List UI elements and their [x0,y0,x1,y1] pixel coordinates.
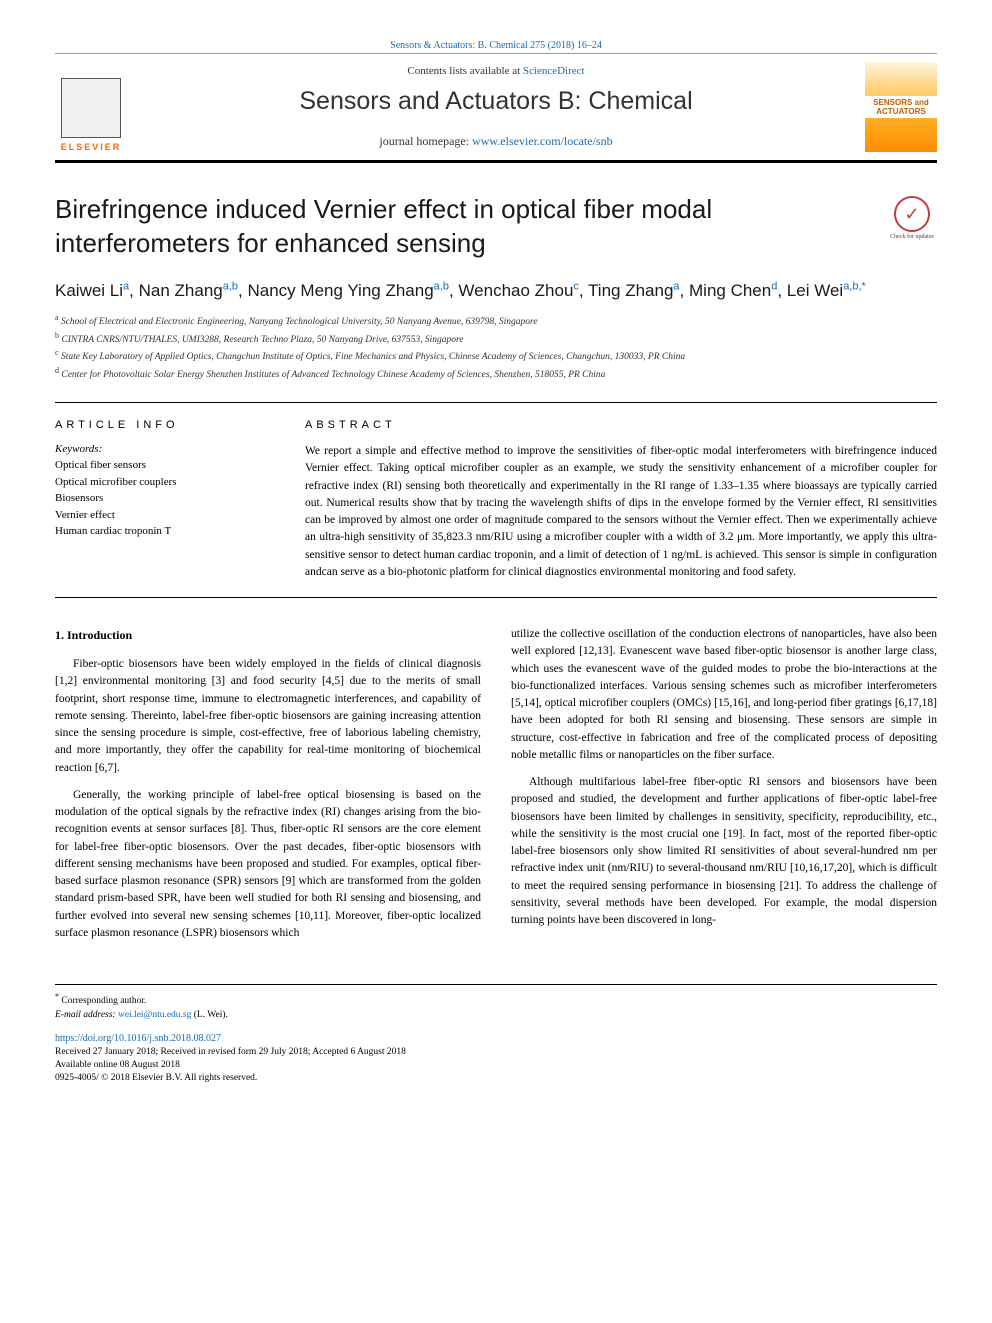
sciencedirect-link[interactable]: ScienceDirect [523,65,585,77]
homepage-link[interactable]: www.elsevier.com/locate/snb [472,134,613,148]
body-paragraph: utilize the collective oscillation of th… [511,626,937,764]
homepage-line: journal homepage: www.elsevier.com/locat… [127,134,865,149]
doi-link[interactable]: https://doi.org/10.1016/j.snb.2018.08.02… [55,1031,937,1046]
abstract-panel: ABSTRACT We report a simple and effectiv… [305,419,937,581]
info-block: ARTICLE INFO Keywords: Optical fiber sen… [55,402,937,598]
body-columns: 1. Introduction Fiber-optic biosensors h… [55,626,937,952]
updates-badge-circle-icon: ✓ [894,196,930,232]
author-aff-sup: a,b,* [843,280,866,292]
affiliation: d Center for Photovoltaic Solar Energy S… [55,365,937,382]
affil-text: School of Electrical and Electronic Engi… [61,318,538,328]
journal-cover-thumb: SENSORS and ACTUATORS [865,62,937,152]
author-aff-sup: a,b [434,280,449,292]
article-info-panel: ARTICLE INFO Keywords: Optical fiber sen… [55,419,275,581]
header-center: Contents lists available at ScienceDirec… [127,65,865,149]
abstract-heading: ABSTRACT [305,419,937,431]
left-column: 1. Introduction Fiber-optic biosensors h… [55,626,481,952]
affiliations-block: a School of Electrical and Electronic En… [55,312,937,382]
author-aff-sup: d [771,280,777,292]
elsevier-logo: ELSEVIER [55,62,127,152]
author: Nancy Meng Ying Zhang [248,281,434,300]
affil-key: a [55,313,59,322]
check-updates-badge[interactable]: ✓ Check for updates [887,193,937,243]
homepage-prefix: journal homepage: [379,134,472,148]
elsevier-tree-icon [61,78,121,138]
corresp-sup: * [55,992,59,1001]
bookmark-icon: ✓ [904,204,919,225]
author-aff-sup: a [123,280,129,292]
article-title: Birefringence induced Vernier effect in … [55,193,867,261]
affiliation: b CINTRA CNRS/NTU/THALES, UMI3288, Resea… [55,330,937,347]
title-row: Birefringence induced Vernier effect in … [55,193,937,261]
abstract-text: We report a simple and effective method … [305,443,937,581]
email-line: E-mail address: wei.lei@ntu.edu.sg (L. W… [55,1008,937,1022]
author: Ting Zhang [588,281,673,300]
affiliation: c State Key Laboratory of Applied Optics… [55,347,937,364]
dates-line: Received 27 January 2018; Received in re… [55,1046,937,1059]
publisher-name: ELSEVIER [61,142,122,152]
author: Ming Chen [689,281,771,300]
citation-line: Sensors & Actuators: B. Chemical 275 (20… [55,40,937,51]
email-attribution: (L. Wei). [191,1010,228,1020]
journal-header: ELSEVIER Contents lists available at Sci… [55,53,937,163]
affiliation: a School of Electrical and Electronic En… [55,312,937,329]
affil-key: b [55,331,59,340]
keyword: Vernier effect [55,507,275,524]
footer-block: * Corresponding author. E-mail address: … [55,984,937,1086]
author: Nan Zhang [139,281,223,300]
email-label: E-mail address: [55,1010,118,1020]
corresponding-author-line: * Corresponding author. [55,991,937,1008]
article-info-heading: ARTICLE INFO [55,419,275,431]
affil-text: CINTRA CNRS/NTU/THALES, UMI3288, Researc… [61,335,463,345]
right-column: utilize the collective oscillation of th… [511,626,937,952]
available-line: Available online 08 August 2018 [55,1059,937,1072]
keyword: Optical microfiber couplers [55,474,275,491]
email-link[interactable]: wei.lei@ntu.edu.sg [118,1010,191,1020]
body-paragraph: Generally, the working principle of labe… [55,787,481,942]
section-heading: 1. Introduction [55,626,481,644]
author-aff-sup: c [573,280,579,292]
authors-line: Kaiwei Lia, Nan Zhanga,b, Nancy Meng Yin… [55,279,937,303]
author-aff-sup: a [673,280,679,292]
affil-text: Center for Photovoltaic Solar Energy She… [61,370,605,380]
copyright-line: 0925-4005/ © 2018 Elsevier B.V. All righ… [55,1072,937,1085]
author-aff-sup: a,b [223,280,238,292]
body-paragraph: Fiber-optic biosensors have been widely … [55,656,481,777]
affil-key: c [55,348,59,357]
updates-badge-text: Check for updates [890,234,934,240]
cover-badge-text: SENSORS and ACTUATORS [865,96,937,118]
body-paragraph: Although multifarious label-free fiber-o… [511,774,937,929]
author: Kaiwei Li [55,281,123,300]
keyword: Biosensors [55,490,275,507]
keyword: Human cardiac troponin T [55,523,275,540]
contents-prefix: Contents lists available at [407,65,522,77]
author: Wenchao Zhou [458,281,573,300]
keywords-label: Keywords: [55,443,275,455]
contents-line: Contents lists available at ScienceDirec… [127,65,865,77]
keyword: Optical fiber sensors [55,457,275,474]
affil-text: State Key Laboratory of Applied Optics, … [61,352,685,362]
journal-title: Sensors and Actuators B: Chemical [127,87,865,116]
affil-key: d [55,366,59,375]
corresp-text: Corresponding author. [61,996,146,1006]
author: Lei Wei [787,281,843,300]
